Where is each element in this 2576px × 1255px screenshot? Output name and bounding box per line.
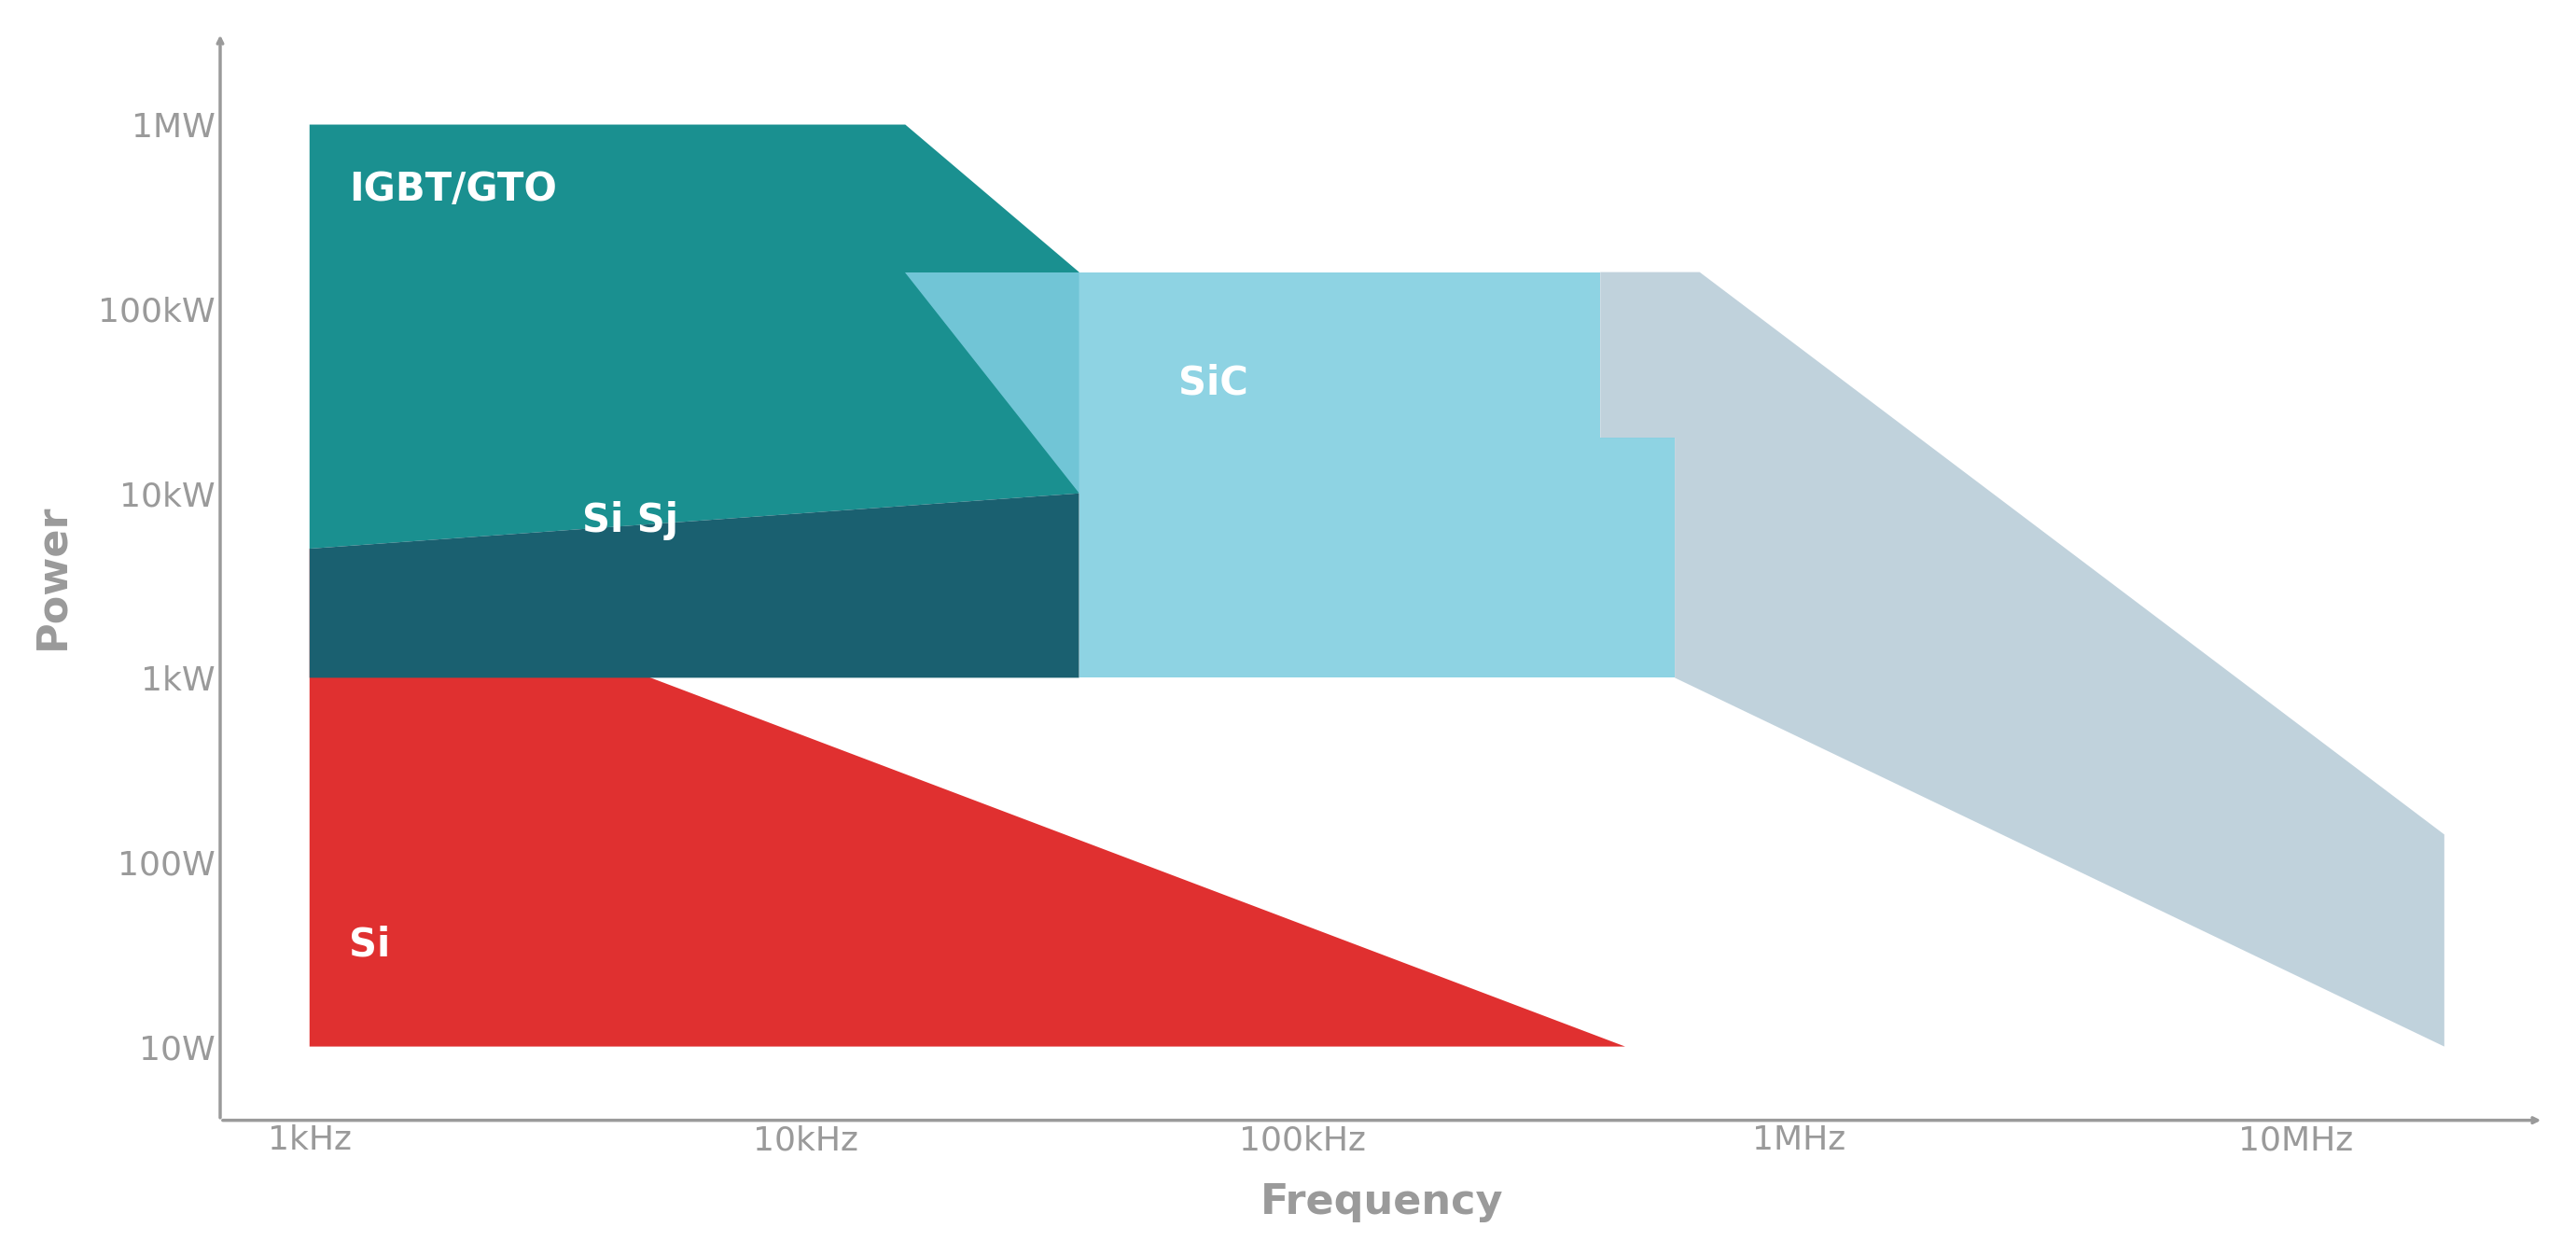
Text: SiC: SiC (1177, 363, 1249, 403)
Text: GaN: GaN (1798, 833, 1891, 872)
Polygon shape (904, 272, 1674, 678)
Polygon shape (309, 493, 1079, 678)
X-axis label: Frequency: Frequency (1260, 1182, 1504, 1222)
Text: Si: Si (350, 925, 392, 965)
Polygon shape (309, 548, 1625, 1047)
Polygon shape (309, 124, 1079, 548)
Text: IGBT/GTO: IGBT/GTO (350, 169, 556, 208)
Polygon shape (1600, 272, 2445, 1047)
Text: Si Sj: Si Sj (582, 502, 677, 541)
Y-axis label: Power: Power (33, 503, 72, 649)
